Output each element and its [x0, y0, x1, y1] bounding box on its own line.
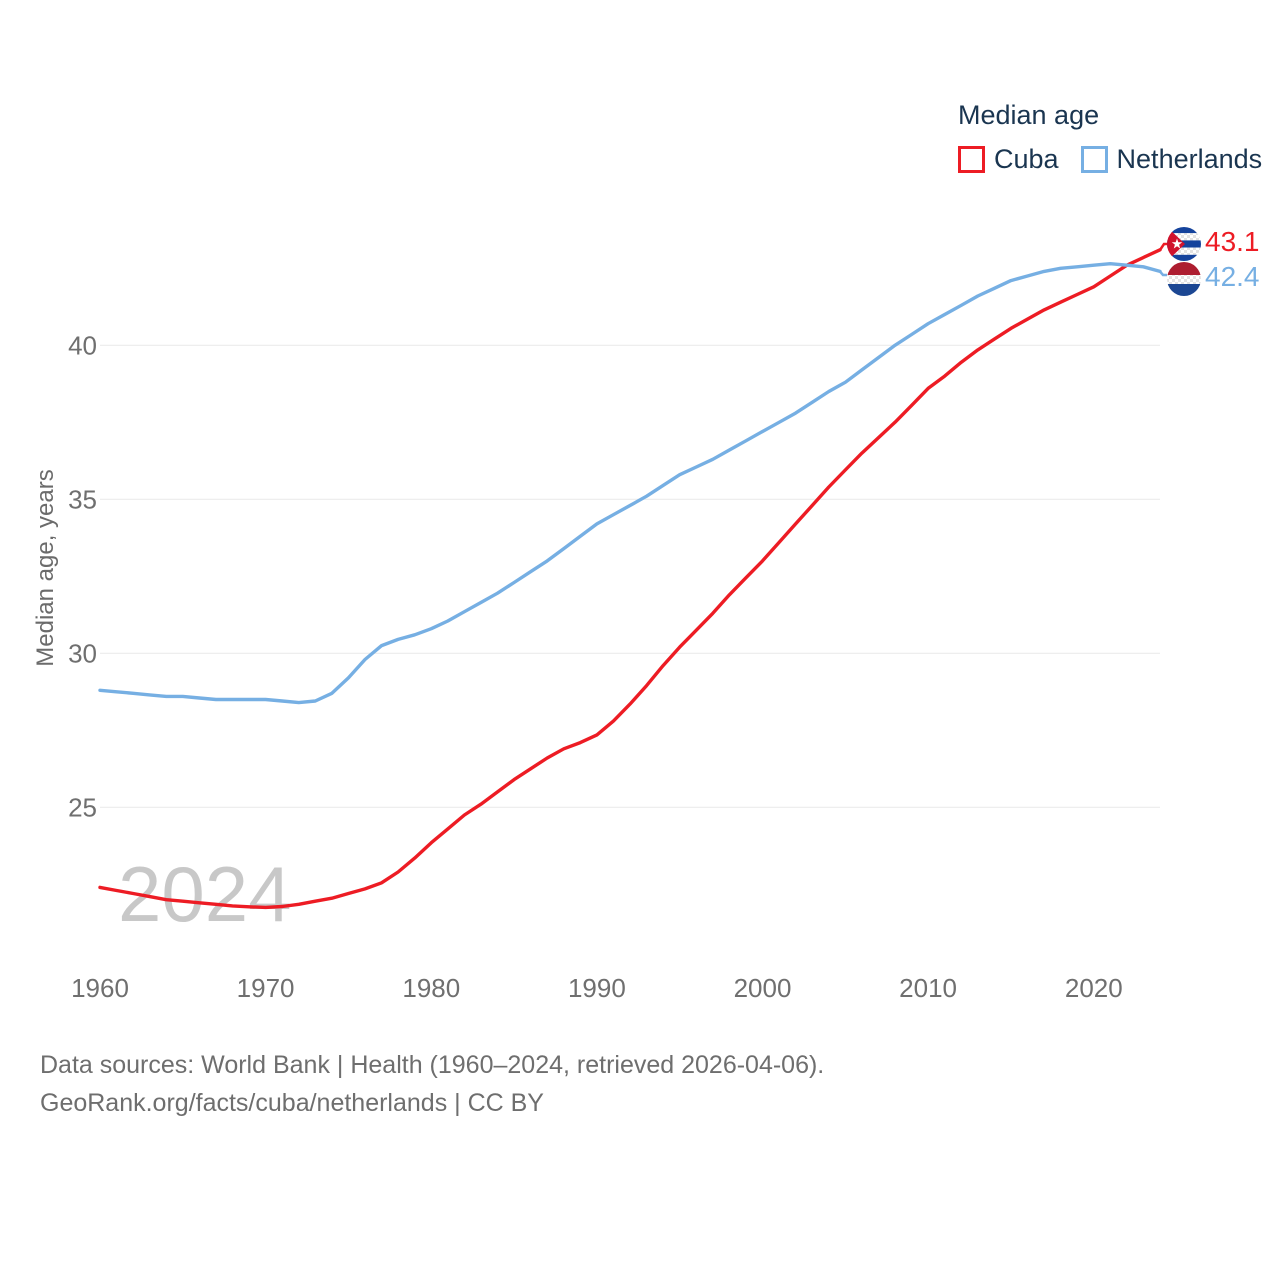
data-sources-line: Data sources: World Bank | Health (1960–…: [40, 1051, 825, 1079]
legend: Median age Cuba Netherlands: [958, 100, 1262, 175]
attribution-line: GeoRank.org/facts/cuba/netherlands | CC …: [40, 1089, 544, 1117]
x-axis-tick-labels: 1960 1970 1980 1990 2000 2010 2020: [71, 973, 1123, 1003]
legend-row: Cuba Netherlands: [958, 144, 1262, 175]
x-tick-label-1960: 1960: [71, 973, 129, 1003]
y-axis-title: Median age, years: [32, 469, 59, 667]
netherlands-swatch-icon: [1080, 146, 1108, 173]
cuba-swatch-icon: [958, 146, 985, 173]
cuba-leader-line: [1158, 242, 1167, 251]
cuba-end-value: 43.1: [1205, 226, 1260, 257]
legend-label-cuba: Cuba: [994, 144, 1059, 174]
y-tick-label-40: 40: [68, 330, 97, 360]
y-tick-label-25: 25: [68, 792, 97, 822]
x-tick-label-1980: 1980: [402, 973, 460, 1003]
y-axis-tick-labels: 25 30 35 40: [68, 330, 97, 822]
x-tick-label-2020: 2020: [1065, 973, 1123, 1003]
legend-title: Median age: [958, 100, 1100, 130]
legend-item-netherlands[interactable]: Netherlands: [1080, 144, 1263, 175]
netherlands-line: [98, 262, 1162, 705]
y-tick-label-30: 30: [68, 638, 97, 668]
data-series-lines: [98, 248, 1162, 910]
legend-label-netherlands: Netherlands: [1116, 144, 1263, 174]
footer: Data sources: World Bank | Health (1960–…: [40, 1046, 824, 1122]
netherlands-leader-line: [1159, 270, 1167, 277]
x-tick-label-2010: 2010: [899, 973, 957, 1003]
watermark-year: 2024: [118, 850, 292, 938]
x-tick-label-2000: 2000: [734, 973, 792, 1003]
legend-item-cuba[interactable]: Cuba: [958, 144, 1059, 175]
cuba-line: [98, 248, 1162, 910]
y-tick-label-35: 35: [68, 484, 97, 514]
x-tick-label-1990: 1990: [568, 973, 626, 1003]
netherlands-end-value: 42.4: [1205, 261, 1260, 292]
x-tick-label-1970: 1970: [237, 973, 295, 1003]
cuba-flag-icon: [1167, 227, 1201, 261]
netherlands-flag-icon: [1167, 262, 1201, 296]
gridlines: [100, 344, 1160, 808]
